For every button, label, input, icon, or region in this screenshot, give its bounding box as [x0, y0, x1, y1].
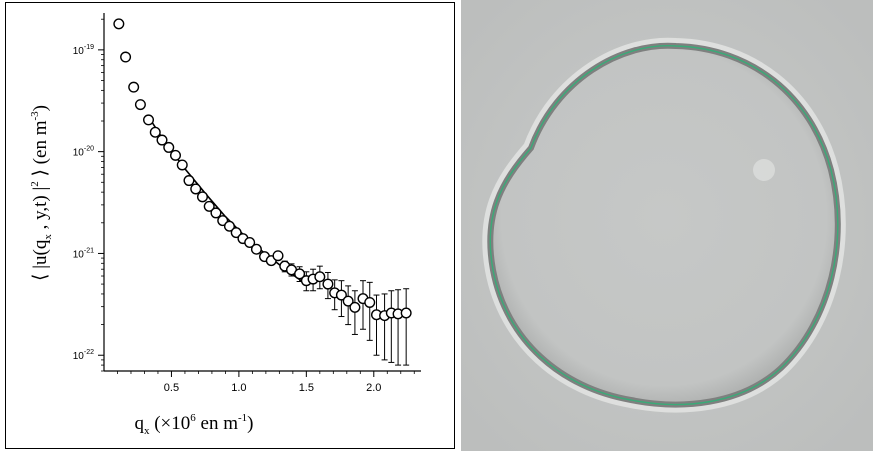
data-point	[210, 207, 222, 219]
data-point	[342, 295, 354, 307]
data-point	[149, 126, 161, 138]
bright-spot	[753, 159, 775, 181]
data-point	[113, 18, 125, 30]
x-tick-labels: 0.5 1.0 1.5 2.0	[164, 382, 382, 394]
vesicle-micrograph	[461, 0, 873, 451]
y-tick-label: 10-22	[73, 349, 94, 362]
data-point	[196, 191, 208, 203]
x-tick-label: 1.5	[299, 382, 314, 394]
data-point	[294, 268, 306, 280]
vesicle-contour	[489, 45, 839, 406]
data-point	[364, 296, 376, 308]
chart-panel: 0.5 1.0 1.5 2.0 10-19 10-20 10-21 10-22 qx (×1…	[5, 2, 455, 449]
chart-axes	[98, 13, 421, 377]
data-point	[230, 227, 242, 239]
data-point	[314, 271, 326, 283]
data-point	[322, 278, 334, 290]
data-point	[272, 250, 284, 262]
x-tick-label: 1.0	[231, 382, 246, 394]
data-point	[244, 237, 256, 249]
data-point	[134, 99, 146, 111]
data-point	[250, 243, 262, 255]
data-point	[190, 183, 202, 195]
data-point	[169, 149, 181, 161]
data-point	[143, 114, 155, 126]
data-point	[349, 301, 361, 313]
data-point	[176, 159, 188, 171]
data-point	[203, 200, 215, 212]
data-point	[183, 175, 195, 187]
y-tick-label: 10-21	[73, 247, 94, 260]
data-point	[400, 307, 412, 319]
data-point	[163, 141, 175, 153]
x-axis-label: qx (×106 en m-1)	[134, 412, 253, 437]
chart-svg: 0.5 1.0 1.5 2.0 10-19 10-20 10-21 10-22 qx (×1…	[29, 13, 421, 437]
data-point	[120, 51, 132, 63]
data-point	[156, 134, 168, 146]
y-axis-label: ⟨ |u(qx , y,t) |2 ⟩ (en m-3)	[29, 105, 54, 281]
microscopy-image	[461, 0, 873, 451]
data-point	[128, 81, 140, 93]
data-points-group	[113, 18, 412, 322]
data-point	[223, 220, 235, 232]
y-tick-label: 10-19	[73, 44, 94, 57]
y-tick-labels: 10-19 10-20 10-21 10-22	[73, 44, 94, 362]
y-tick-label: 10-20	[73, 146, 94, 159]
x-tick-label: 0.5	[164, 382, 179, 394]
data-point	[335, 289, 347, 301]
x-tick-label: 2.0	[366, 382, 381, 394]
